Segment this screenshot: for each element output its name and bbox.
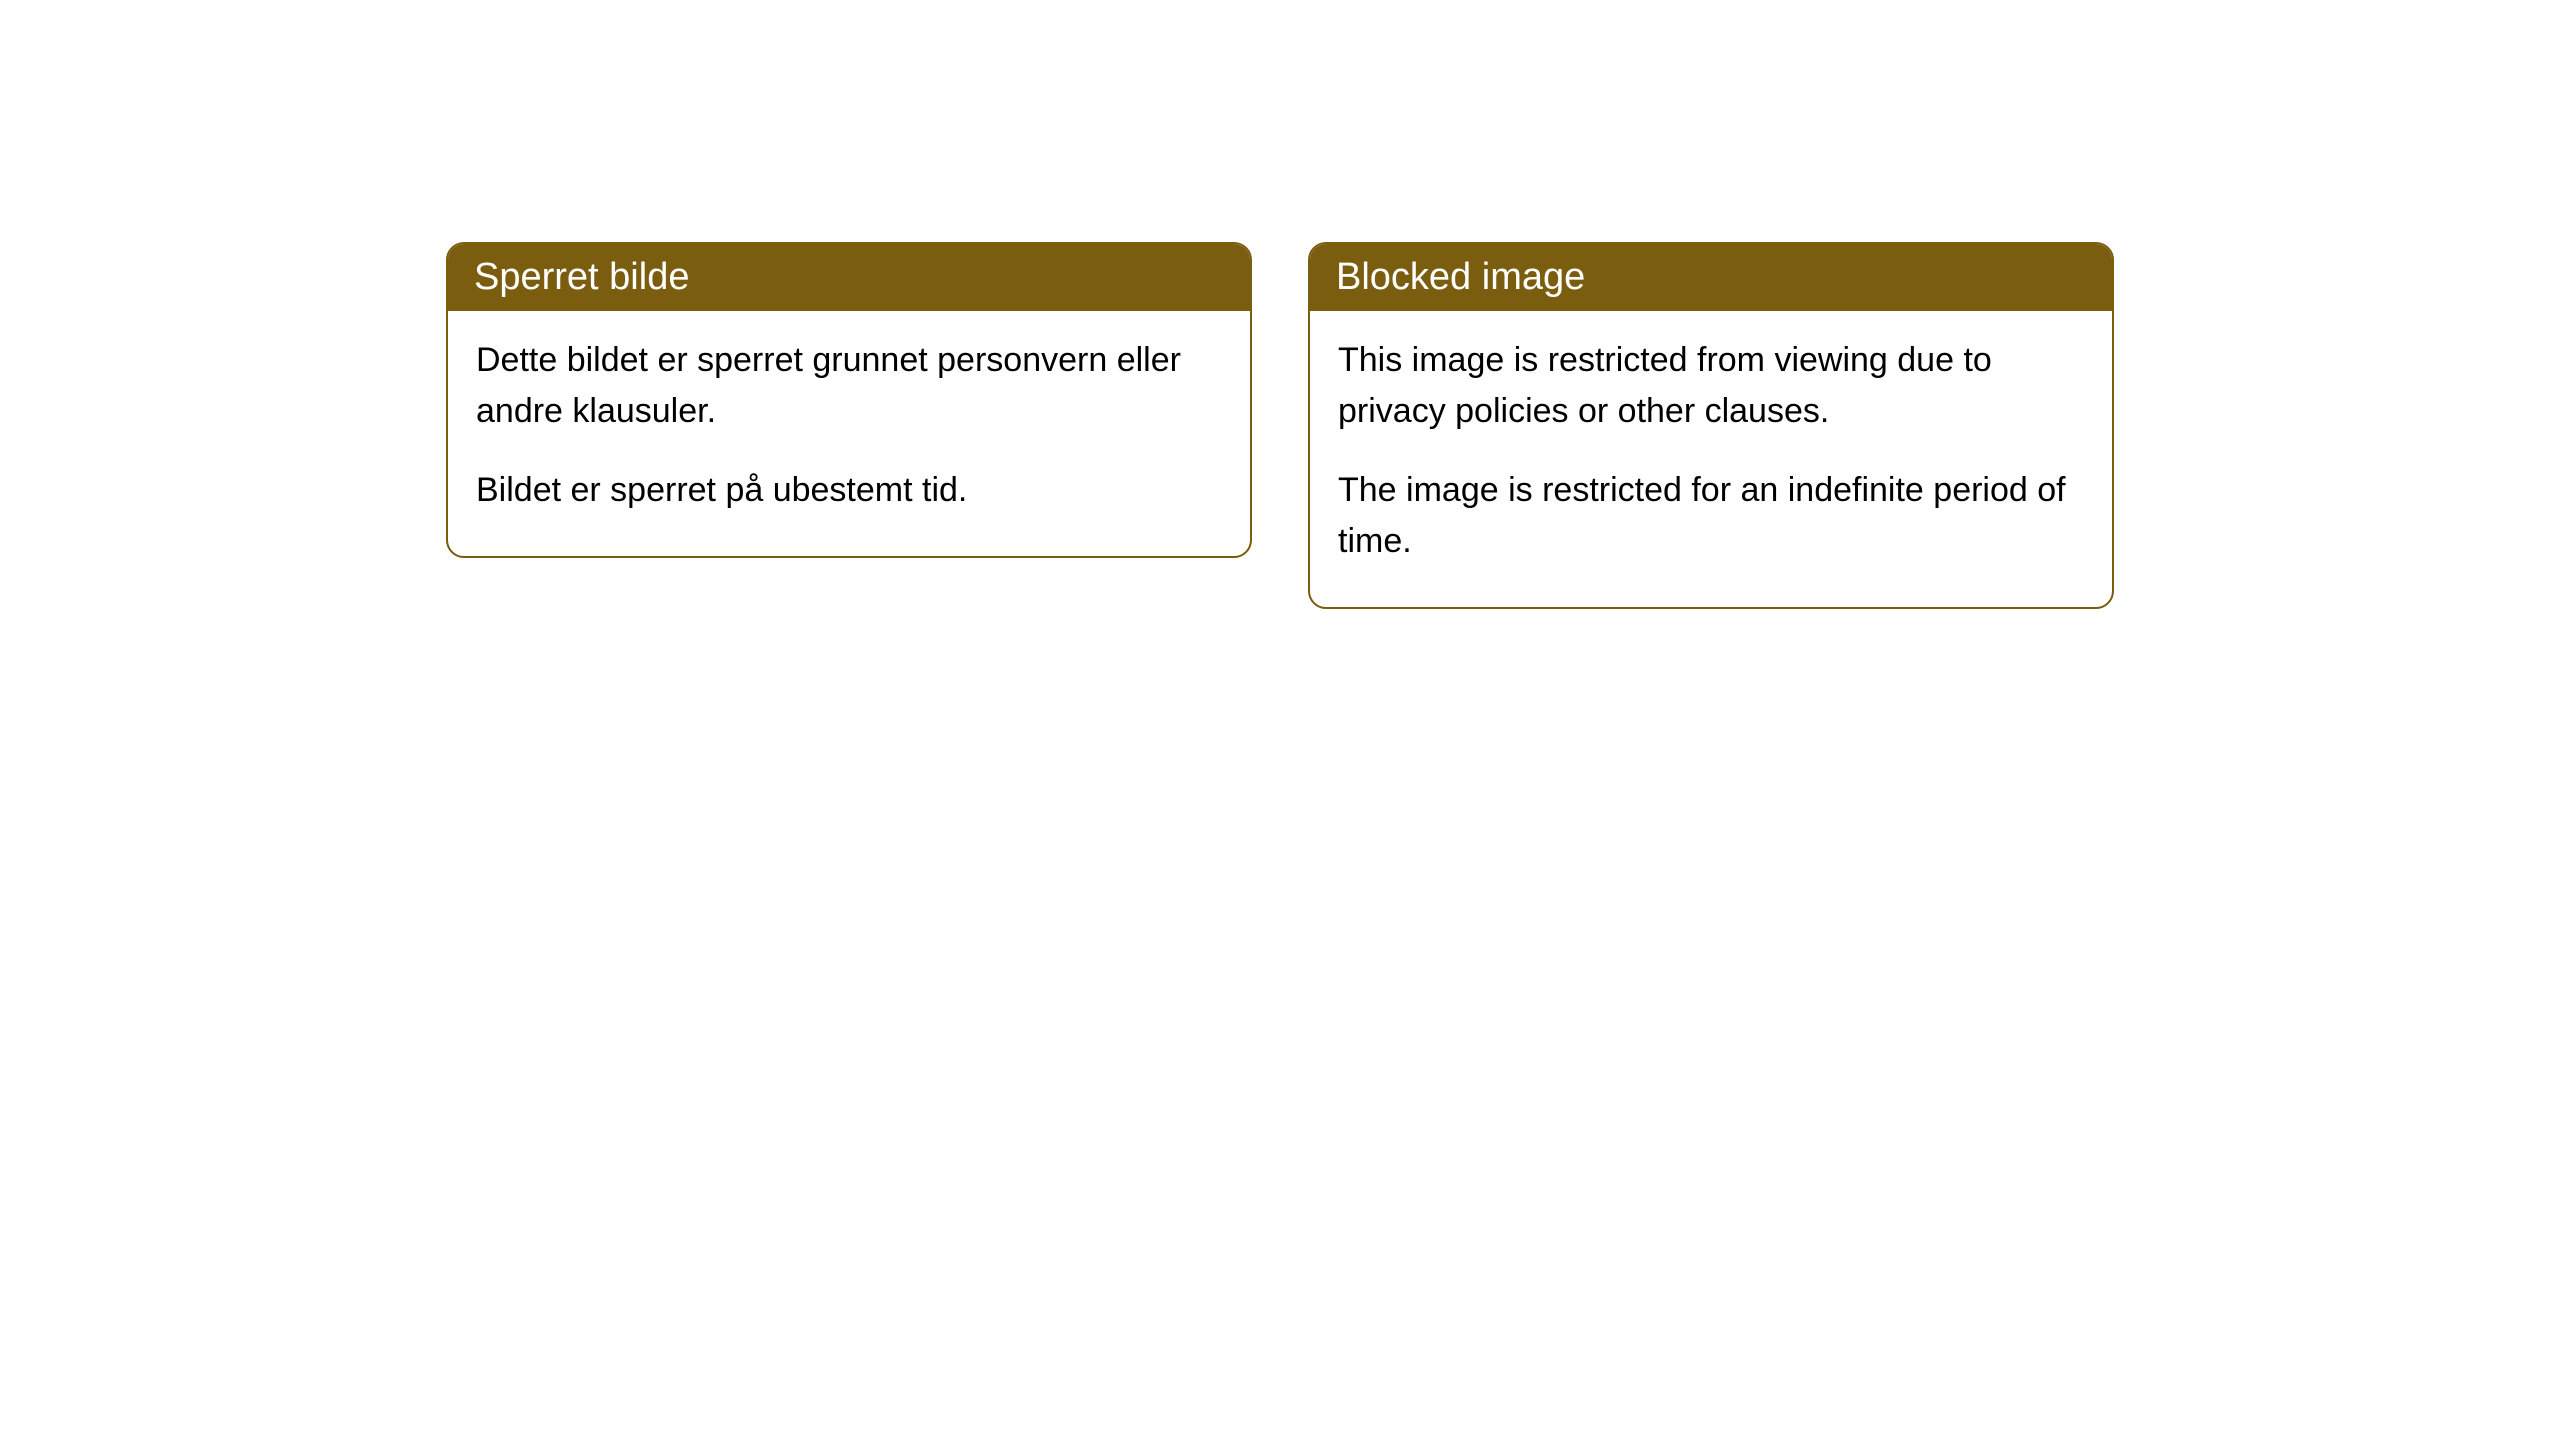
notice-cards-container: Sperret bilde Dette bildet er sperret gr… bbox=[446, 242, 2114, 1440]
card-paragraph-1: This image is restricted from viewing du… bbox=[1338, 335, 2084, 437]
card-title: Blocked image bbox=[1336, 256, 1585, 298]
card-header: Sperret bilde bbox=[448, 244, 1250, 311]
blocked-image-card-english: Blocked image This image is restricted f… bbox=[1308, 242, 2114, 609]
card-body: This image is restricted from viewing du… bbox=[1310, 311, 2112, 607]
card-paragraph-1: Dette bildet er sperret grunnet personve… bbox=[476, 335, 1222, 437]
blocked-image-card-norwegian: Sperret bilde Dette bildet er sperret gr… bbox=[446, 242, 1252, 558]
card-title: Sperret bilde bbox=[474, 256, 689, 298]
card-paragraph-2: The image is restricted for an indefinit… bbox=[1338, 465, 2084, 567]
card-body: Dette bildet er sperret grunnet personve… bbox=[448, 311, 1250, 556]
card-header: Blocked image bbox=[1310, 244, 2112, 311]
card-paragraph-2: Bildet er sperret på ubestemt tid. bbox=[476, 465, 1222, 516]
